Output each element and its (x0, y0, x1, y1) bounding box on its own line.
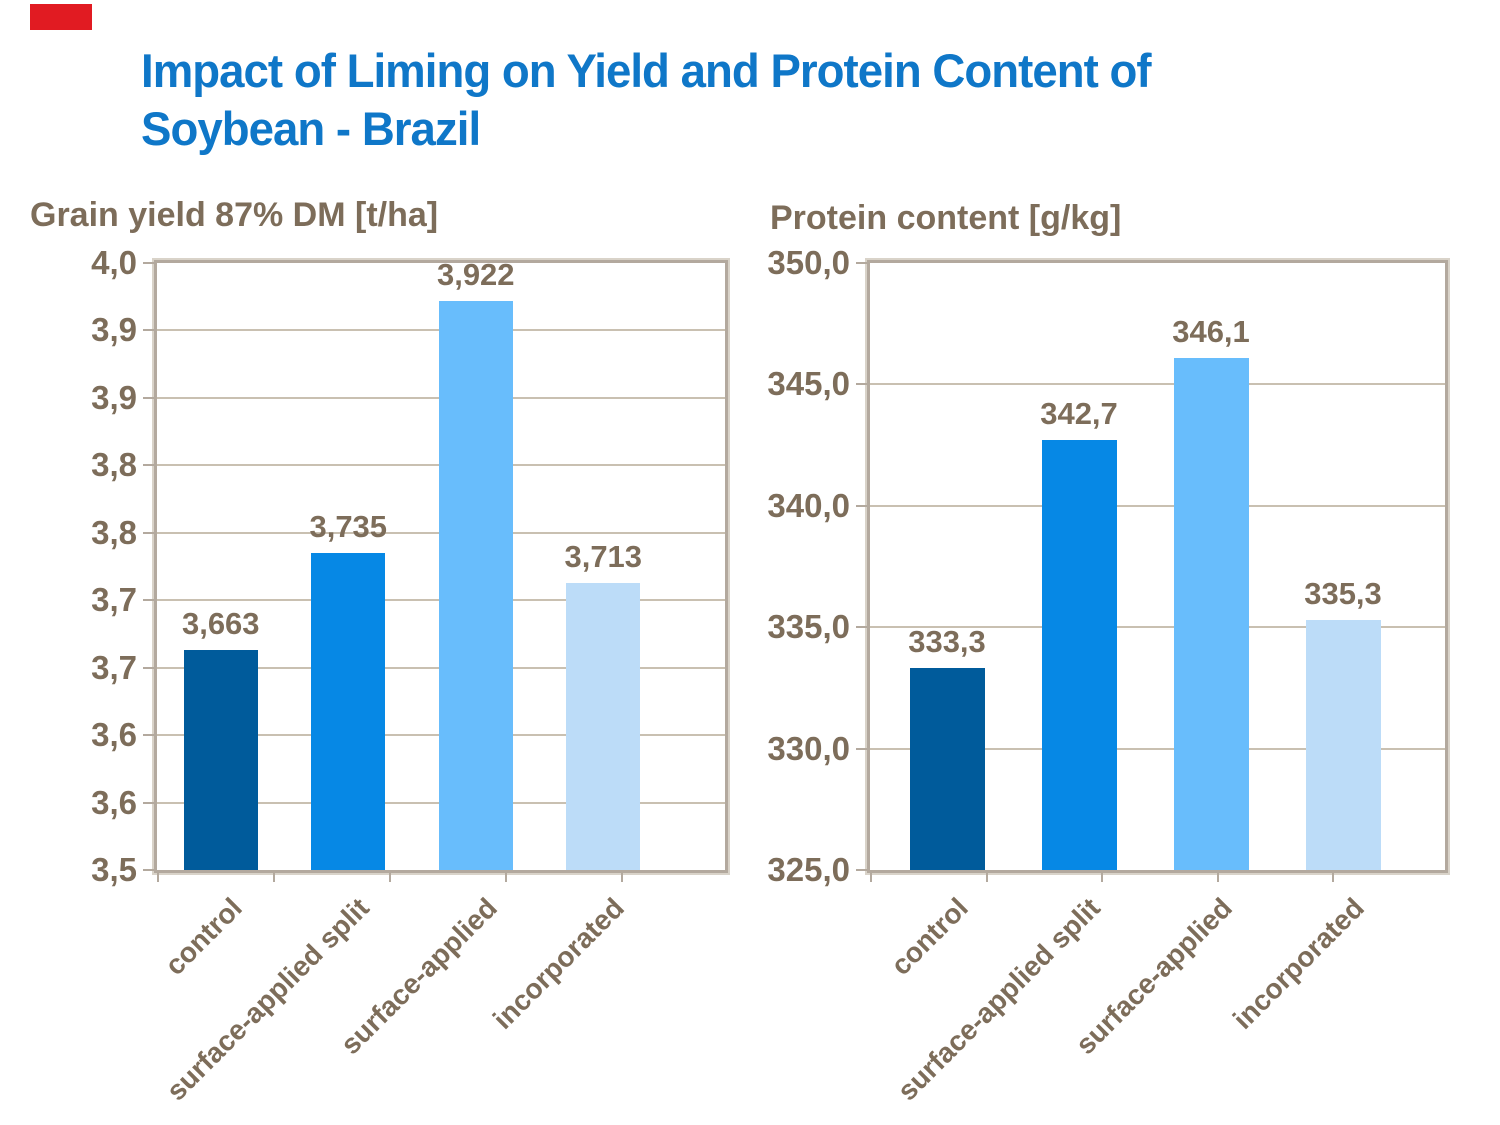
plot-area: 4,0 3,9 3,9 3,8 3,8 3,7 3,7 3,6 3,6 3,5 3,663 contr… (91, 244, 728, 1106)
y-tick-label: 3,6 (91, 784, 137, 821)
bar-value-label: 3,713 (564, 539, 643, 574)
bar (566, 583, 640, 870)
logo-block (30, 4, 92, 30)
y-tick-label: 3,9 (91, 379, 137, 416)
protein-axis-title: Protein content [g/kg] (770, 199, 1122, 237)
y-tick-label: 3,9 (91, 311, 137, 348)
y-tick-label: 340,0 (767, 487, 850, 524)
x-axis-tick (1217, 873, 1219, 882)
y-axis-tick (856, 748, 867, 750)
y-axis-tick (143, 734, 154, 736)
gridline (870, 626, 1445, 628)
y-tick-label: 4,0 (91, 244, 137, 281)
y-tick-label: 345,0 (767, 365, 850, 402)
x-axis-tick (1101, 873, 1103, 882)
bar (1042, 440, 1117, 870)
page-title-line1: Impact of Liming on Yield and Protein Co… (141, 44, 1152, 97)
x-axis-tick (157, 873, 159, 882)
x-axis-tick (389, 873, 391, 882)
yield-axis-title: Grain yield 87% DM [t/ha] (30, 196, 439, 234)
bar-value-label: 333,3 (908, 624, 986, 659)
y-axis-tick (856, 505, 867, 507)
y-axis-tick (143, 262, 154, 264)
y-axis-tick (143, 532, 154, 534)
x-axis-tick (870, 873, 872, 882)
y-tick-label: 335,0 (767, 608, 850, 645)
y-tick-label: 330,0 (767, 730, 850, 767)
bar-value-label: 346,1 (1172, 314, 1250, 349)
page-title: Impact of Liming on Yield and Protein Co… (141, 42, 1152, 158)
y-tick-label: 325,0 (767, 851, 850, 888)
y-axis-tick (856, 869, 867, 871)
y-tick-label: 3,7 (91, 649, 137, 686)
bar-value-label: 335,3 (1304, 576, 1382, 611)
y-tick-label: 3,8 (91, 446, 137, 483)
x-axis-tick (1332, 873, 1334, 882)
y-tick-label: 3,5 (91, 851, 137, 888)
y-axis-tick (856, 626, 867, 628)
bar (910, 668, 985, 870)
bar (311, 553, 385, 870)
gridline (870, 505, 1445, 507)
bar (1174, 358, 1249, 870)
y-tick-label: 3,7 (91, 581, 137, 618)
gridline (870, 748, 1445, 750)
y-axis-tick (856, 383, 867, 385)
bar-value-label: 3,922 (436, 257, 515, 292)
bar-value-label: 3,663 (181, 606, 260, 641)
y-axis-tick (143, 397, 154, 399)
y-tick-label: 350,0 (767, 244, 850, 281)
gridline (870, 383, 1445, 385)
category-label: control (158, 892, 248, 982)
bar-value-label: 342,7 (1040, 396, 1118, 431)
bar (184, 650, 258, 870)
bar-value-label: 3,735 (309, 509, 388, 544)
y-axis-tick (856, 262, 867, 264)
bar (439, 301, 513, 870)
bar (1306, 620, 1381, 870)
y-axis-tick (143, 599, 154, 601)
y-tick-label: 3,8 (91, 514, 137, 551)
page-title-line2: Soybean - Brazil (141, 102, 481, 155)
y-axis-tick (143, 802, 154, 804)
y-tick-label: 3,6 (91, 716, 137, 753)
x-axis-tick (986, 873, 988, 882)
plot-area: 350,0 345,0 340,0 335,0 330,0 325,0 333,3 contr… (767, 244, 1448, 1106)
x-axis-tick (273, 873, 275, 882)
y-axis-tick (143, 329, 154, 331)
y-axis-tick (143, 667, 154, 669)
x-axis-tick (621, 873, 623, 882)
y-axis-tick (143, 869, 154, 871)
y-axis-tick (143, 464, 154, 466)
x-axis-tick (505, 873, 507, 882)
